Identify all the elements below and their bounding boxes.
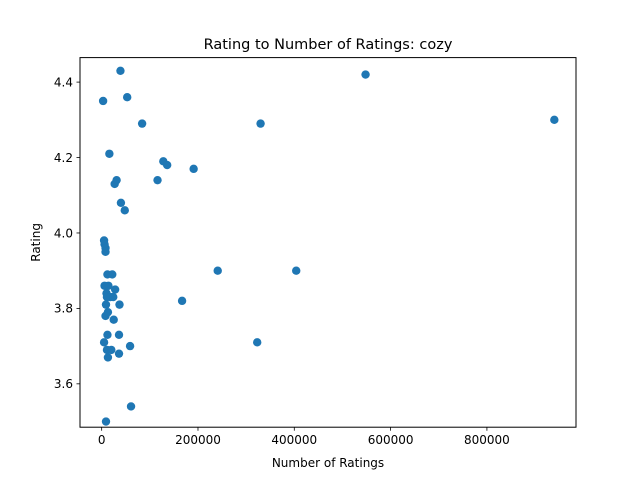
data-point [101,300,111,309]
x-tick-label: 800000 [464,433,510,447]
data-point [125,341,135,351]
data-point [213,266,222,275]
x-tick-label: 200000 [175,433,221,447]
data-point [103,330,112,339]
y-axis-label: Rating [29,223,43,262]
data-point [115,300,124,309]
data-point [103,353,113,362]
x-tick-label: 400000 [271,433,317,447]
x-axis: 0 200000 400000 600000 800000 [98,427,510,447]
plot-frame [79,57,577,428]
data-point [98,96,108,106]
y-tick-label: 4.2 [54,151,73,165]
data-point [99,338,109,347]
data-point [256,119,265,128]
chart-title: Rating to Number of Ratings: cozy [204,37,453,53]
data-point [109,315,118,324]
data-point [116,198,126,207]
data-point [108,270,117,279]
y-tick-label: 4.4 [54,75,73,89]
x-axis-label: Number of Ratings [272,456,384,470]
data-point [162,160,172,170]
data-point [107,345,116,355]
data-point [189,164,198,174]
y-tick-label: 3.6 [54,377,73,391]
data-point [550,115,559,125]
data-point [177,296,187,306]
data-point [110,285,120,294]
data-point [122,93,132,102]
data-point [292,266,301,275]
data-point [104,281,113,290]
data-point [153,175,162,185]
data-point [114,349,124,358]
data-point [120,206,129,215]
data-point [101,247,110,257]
y-tick-label: 3.8 [54,302,73,316]
data-point [105,149,114,158]
data-point [101,417,111,426]
data-point [253,338,262,347]
data-point [103,307,113,317]
x-tick-label: 600000 [368,433,414,447]
data-point [361,70,370,79]
data-point [126,402,136,411]
data-point [114,330,124,339]
points-layer [98,66,559,426]
data-point [116,66,125,76]
y-tick-label: 4.0 [54,226,73,240]
data-point [137,119,147,128]
data-point [109,292,118,302]
x-tick-label: 0 [98,433,106,447]
y-axis: 3.6 3.8 4.0 4.2 4.4 [54,75,80,391]
data-point [110,179,119,189]
